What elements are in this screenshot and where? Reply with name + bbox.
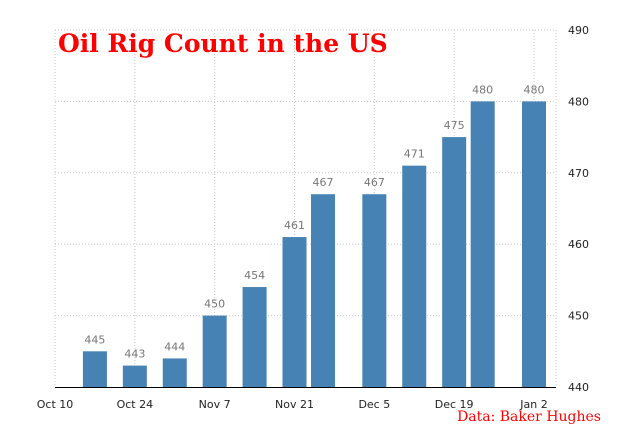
bar [282,237,307,387]
bar [442,137,467,387]
x-tick-label: Nov 7 [199,398,231,411]
bar [82,351,107,387]
bar-value-label: 450 [204,298,225,311]
bar [162,358,187,387]
bar [311,194,336,387]
x-tick-label: Jan 2 [519,398,547,411]
bar [470,101,495,388]
x-tick-label: Oct 10 [37,398,74,411]
y-tick-label: 450 [568,310,589,323]
bar-value-label: 443 [124,348,145,361]
bar [402,165,427,387]
x-tick-label: Dec 19 [435,398,474,411]
bar-value-label: 471 [404,148,425,161]
source-note: Data: Baker Hughes [457,409,601,425]
axes: 440 450 460 470 480 490 Oct 10 Oct 24 Nov 7 Nov 2… [37,24,589,411]
bar-value-label: 444 [164,340,185,353]
data-labels: 445 443 444 450 454 461 467 467 471 475 480 480 [84,83,544,360]
bar [362,194,387,387]
y-tick-label: 440 [568,381,589,394]
bars [82,101,546,388]
bar-value-label: 461 [284,219,305,232]
bar-value-label: 467 [313,176,334,189]
bar-value-label: 480 [524,83,545,96]
y-tick-label: 480 [568,95,589,108]
x-tick-label: Nov 21 [275,398,314,411]
bar-value-label: 454 [244,269,265,282]
chart-title: Oil Rig Count in the US [58,29,388,58]
bar [122,365,147,387]
bar-value-label: 445 [84,333,105,346]
x-tick-label: Dec 5 [358,398,390,411]
bar-value-label: 467 [364,176,385,189]
bar [202,315,227,387]
bar [242,287,267,387]
bar-value-label: 475 [444,119,465,132]
x-tick-label: Oct 24 [117,398,154,411]
y-tick-label: 470 [568,167,589,180]
bar-value-label: 480 [472,83,493,96]
y-tick-label: 460 [568,238,589,251]
bar [522,101,546,388]
y-tick-label: 490 [568,24,589,37]
